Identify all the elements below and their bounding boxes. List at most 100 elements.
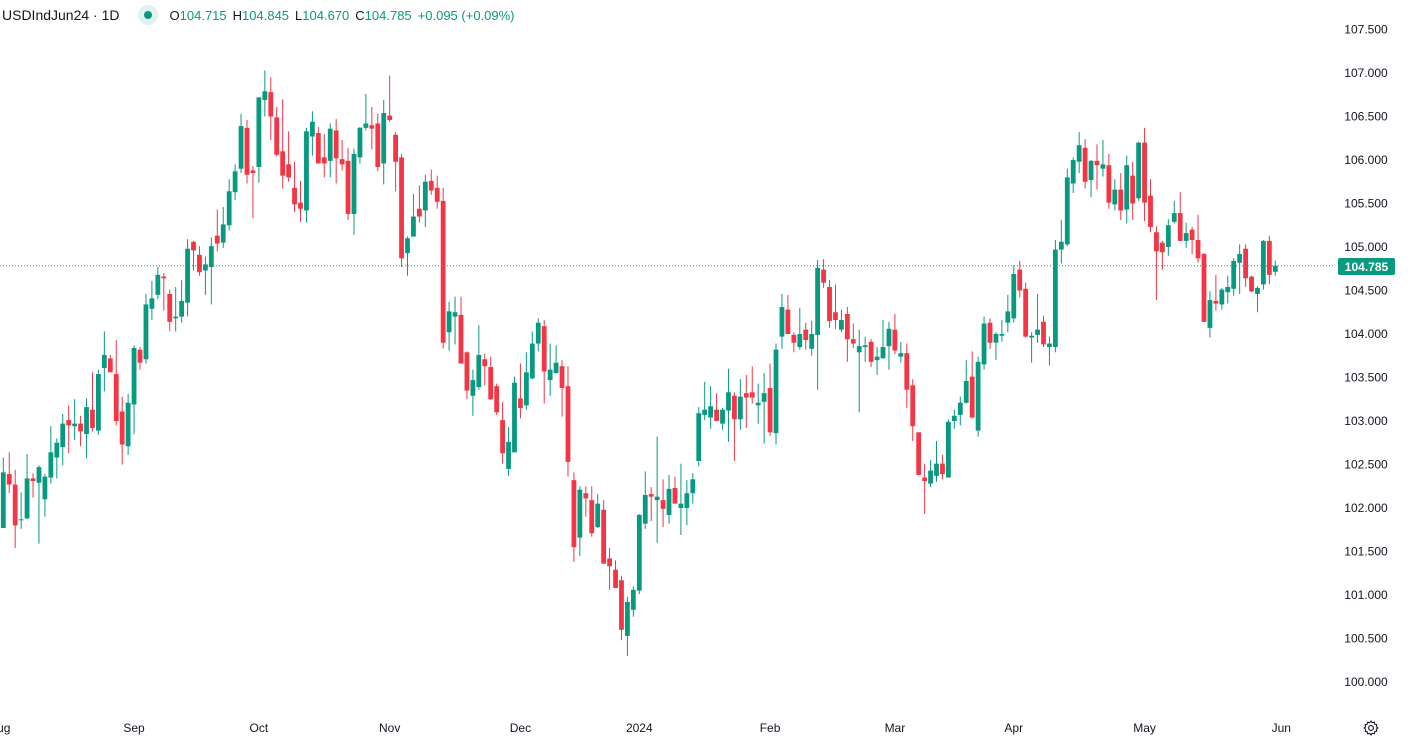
candle <box>720 407 725 430</box>
candle-body <box>779 307 785 337</box>
time-axis[interactable]: Aug Sep Oct Nov Dec 2024 Feb Mar Apr May Jun <box>0 721 1291 735</box>
candle <box>1088 160 1094 198</box>
candle <box>613 560 618 589</box>
candle-body <box>434 187 440 202</box>
candle <box>636 514 642 595</box>
candle-body <box>518 398 523 408</box>
open-label: O <box>169 7 180 23</box>
candle-body <box>351 153 357 214</box>
candle <box>565 366 571 477</box>
candle <box>107 354 113 373</box>
candle-body <box>494 386 500 413</box>
candle <box>1261 240 1266 290</box>
candle-body <box>422 181 428 211</box>
candle <box>96 369 101 435</box>
candle <box>1272 260 1278 276</box>
candle-body <box>1148 195 1153 227</box>
candle-body <box>1124 165 1130 210</box>
candle-body <box>839 320 844 330</box>
symbol-title[interactable]: USDIndJun24 · 1D <box>2 7 120 23</box>
candle <box>1076 132 1082 174</box>
candle <box>119 396 125 465</box>
candle-body <box>922 477 928 482</box>
candle-body <box>411 216 416 237</box>
candle-body <box>1064 177 1070 245</box>
candle <box>916 432 922 475</box>
y-tick-label: 102.500 <box>1344 458 1388 472</box>
price-axis[interactable]: 100.000 100.500 101.000 101.500 102.000 102.5… <box>1344 23 1388 690</box>
candle <box>797 307 803 350</box>
candle-body <box>482 359 488 367</box>
candle <box>488 356 494 401</box>
gear-icon[interactable] <box>1362 719 1380 737</box>
candle <box>416 185 422 223</box>
candle-body <box>619 580 624 630</box>
candle-body <box>523 372 529 406</box>
candle-body <box>357 127 363 158</box>
y-tick-label: 101.500 <box>1344 545 1388 559</box>
candle <box>72 399 78 441</box>
x-tick-label: Oct <box>250 721 269 735</box>
candle <box>244 119 250 184</box>
candle <box>833 284 838 329</box>
candle <box>803 322 809 350</box>
x-tick-label: Mar <box>885 721 906 735</box>
candle-body <box>678 503 684 508</box>
candle-body <box>732 395 737 420</box>
candle <box>179 280 185 323</box>
y-tick-label: 101.000 <box>1344 588 1388 602</box>
candle <box>131 345 137 435</box>
candle <box>304 127 309 223</box>
candle <box>1165 219 1171 256</box>
candle <box>559 360 565 417</box>
candle <box>761 373 767 444</box>
candle-body <box>66 420 72 426</box>
candle-body <box>1171 213 1177 222</box>
candle-body <box>1058 241 1064 250</box>
candle-body <box>500 420 505 454</box>
candle <box>1124 155 1130 224</box>
candle <box>137 347 143 370</box>
candle <box>732 392 737 462</box>
candle-body <box>1100 164 1106 169</box>
candle-body <box>1029 335 1035 338</box>
y-tick-label: 106.000 <box>1344 153 1388 167</box>
x-tick-label: May <box>1133 721 1156 735</box>
candle <box>809 320 815 356</box>
candle <box>101 331 107 392</box>
candle <box>506 427 511 476</box>
candle-body <box>202 264 208 271</box>
candle-body <box>96 374 101 431</box>
candle <box>1011 265 1017 323</box>
candle-body <box>1213 300 1219 304</box>
candle <box>607 548 612 590</box>
candle <box>321 133 327 178</box>
x-tick-label: Aug <box>0 721 10 735</box>
candle <box>363 93 369 131</box>
candle <box>535 318 541 352</box>
candle-body <box>274 117 280 155</box>
candle-body <box>553 362 559 374</box>
candle <box>464 351 470 400</box>
candle-body <box>375 123 381 167</box>
candle <box>30 473 36 498</box>
candle <box>197 246 202 276</box>
candle-body <box>999 334 1005 336</box>
candle-body <box>827 287 832 321</box>
y-tick-label: 106.500 <box>1344 110 1388 124</box>
candle <box>500 401 505 464</box>
candle <box>1070 157 1076 194</box>
candle <box>405 236 410 276</box>
candle-body <box>934 463 939 476</box>
candle-body <box>1249 276 1254 292</box>
candle-body <box>601 509 607 564</box>
candle <box>1183 222 1189 248</box>
candle-body <box>547 369 553 381</box>
candle <box>791 332 797 353</box>
candle-body <box>1082 147 1088 182</box>
candle-body <box>1017 269 1023 291</box>
candle <box>1106 153 1112 209</box>
candle <box>0 457 6 529</box>
candle <box>1017 260 1023 298</box>
